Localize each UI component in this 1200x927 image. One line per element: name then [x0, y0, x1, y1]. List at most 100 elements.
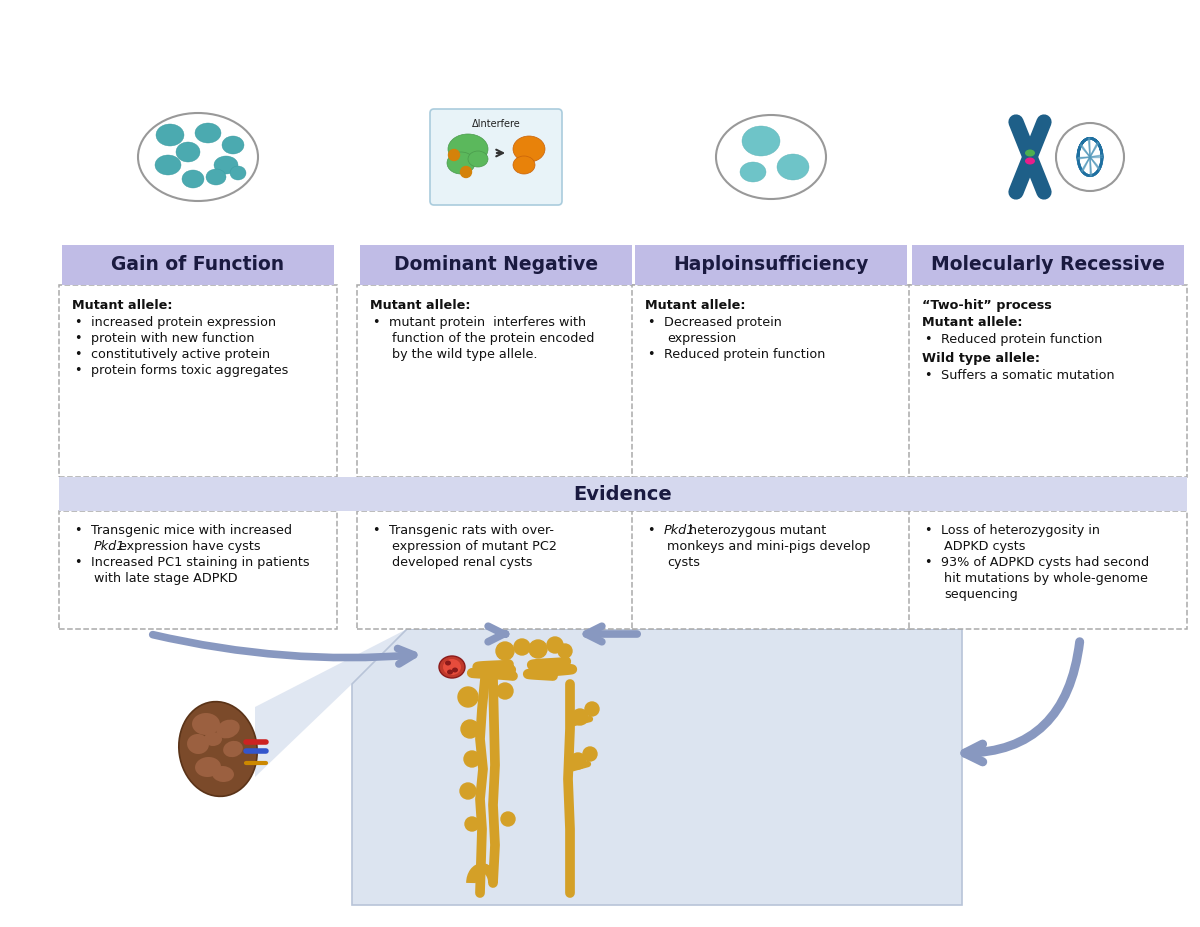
Ellipse shape	[216, 719, 240, 739]
Circle shape	[586, 702, 599, 716]
Text: •: •	[924, 524, 931, 537]
Ellipse shape	[138, 113, 258, 201]
Text: Mutant allele:: Mutant allele:	[72, 299, 173, 312]
Text: •: •	[924, 556, 931, 569]
Ellipse shape	[439, 656, 466, 678]
Text: •: •	[74, 332, 82, 345]
Text: ADPKD cysts: ADPKD cysts	[944, 540, 1026, 553]
FancyBboxPatch shape	[358, 285, 635, 477]
FancyBboxPatch shape	[910, 285, 1187, 477]
Ellipse shape	[182, 170, 204, 188]
Ellipse shape	[443, 659, 461, 675]
Ellipse shape	[446, 669, 454, 675]
Ellipse shape	[223, 741, 242, 757]
Ellipse shape	[514, 156, 535, 174]
Ellipse shape	[187, 734, 209, 754]
Text: •: •	[74, 316, 82, 329]
FancyBboxPatch shape	[59, 511, 337, 629]
Text: •: •	[74, 348, 82, 361]
Text: Evidence: Evidence	[574, 485, 672, 503]
Circle shape	[570, 753, 586, 769]
Ellipse shape	[452, 667, 458, 672]
Text: •: •	[647, 316, 654, 329]
Text: Reduced protein function: Reduced protein function	[941, 333, 1103, 346]
Circle shape	[1056, 123, 1124, 191]
Circle shape	[529, 640, 547, 658]
Circle shape	[497, 683, 514, 699]
Text: Mutant allele:: Mutant allele:	[646, 299, 745, 312]
FancyBboxPatch shape	[430, 109, 562, 205]
Text: •: •	[647, 348, 654, 361]
Text: •: •	[372, 316, 379, 329]
Ellipse shape	[222, 136, 244, 154]
Ellipse shape	[448, 152, 475, 174]
Ellipse shape	[778, 154, 809, 180]
Text: mutant protein  interferes with: mutant protein interferes with	[389, 316, 586, 329]
Ellipse shape	[445, 661, 451, 666]
Polygon shape	[254, 629, 407, 777]
FancyBboxPatch shape	[632, 285, 910, 477]
FancyBboxPatch shape	[358, 511, 635, 629]
Text: 93% of ADPKD cysts had second: 93% of ADPKD cysts had second	[941, 556, 1150, 569]
Ellipse shape	[194, 123, 221, 143]
Circle shape	[449, 149, 460, 160]
Ellipse shape	[196, 757, 221, 777]
Text: protein forms toxic aggregates: protein forms toxic aggregates	[91, 363, 288, 376]
Text: developed renal cysts: developed renal cysts	[392, 556, 533, 569]
Ellipse shape	[212, 766, 234, 782]
Ellipse shape	[206, 169, 226, 185]
Ellipse shape	[740, 162, 766, 182]
Ellipse shape	[448, 134, 488, 164]
Text: protein with new function: protein with new function	[91, 332, 254, 345]
Circle shape	[514, 639, 530, 655]
FancyBboxPatch shape	[62, 245, 334, 285]
Text: constitutively active protein: constitutively active protein	[91, 348, 270, 361]
Ellipse shape	[214, 156, 238, 174]
Circle shape	[496, 642, 514, 660]
Text: cysts: cysts	[667, 556, 700, 569]
Ellipse shape	[742, 126, 780, 156]
Text: Increased PC1 staining in patients: Increased PC1 staining in patients	[91, 556, 310, 569]
FancyBboxPatch shape	[635, 245, 907, 285]
FancyBboxPatch shape	[360, 245, 632, 285]
Circle shape	[460, 783, 476, 799]
Polygon shape	[352, 629, 962, 905]
Ellipse shape	[179, 702, 257, 796]
Text: Molecularly Recessive: Molecularly Recessive	[931, 256, 1165, 274]
Ellipse shape	[1025, 158, 1034, 164]
Text: hit mutations by whole-genome: hit mutations by whole-genome	[944, 572, 1148, 585]
Text: Reduced protein function: Reduced protein function	[664, 348, 826, 361]
Circle shape	[572, 709, 588, 725]
Text: Haploinsufficiency: Haploinsufficiency	[673, 256, 869, 274]
Ellipse shape	[156, 124, 184, 146]
Text: •: •	[372, 524, 379, 537]
Ellipse shape	[192, 713, 220, 735]
Ellipse shape	[716, 115, 826, 199]
FancyBboxPatch shape	[59, 285, 337, 477]
Text: Transgenic mice with increased: Transgenic mice with increased	[91, 524, 292, 537]
Text: Pkd1: Pkd1	[664, 524, 695, 537]
Text: with late stage ADPKD: with late stage ADPKD	[94, 572, 238, 585]
Ellipse shape	[204, 732, 222, 746]
Text: Loss of heterozygosity in: Loss of heterozygosity in	[941, 524, 1100, 537]
Circle shape	[458, 687, 478, 707]
Text: Dominant Negative: Dominant Negative	[394, 256, 598, 274]
FancyBboxPatch shape	[59, 477, 1187, 511]
FancyBboxPatch shape	[910, 511, 1187, 629]
Text: •: •	[924, 333, 931, 346]
Ellipse shape	[514, 136, 545, 162]
Ellipse shape	[230, 166, 246, 180]
Text: Decreased protein: Decreased protein	[664, 316, 782, 329]
Circle shape	[547, 637, 563, 653]
Text: •: •	[74, 556, 82, 569]
Circle shape	[502, 812, 515, 826]
Text: monkeys and mini-pigs develop: monkeys and mini-pigs develop	[667, 540, 870, 553]
Text: Mutant allele:: Mutant allele:	[922, 316, 1022, 329]
Text: •: •	[647, 524, 654, 537]
Text: Suffers a somatic mutation: Suffers a somatic mutation	[941, 369, 1115, 382]
Text: Mutant allele:: Mutant allele:	[370, 299, 470, 312]
Text: expression have cysts: expression have cysts	[115, 540, 260, 553]
Text: Pkd1: Pkd1	[94, 540, 125, 553]
Text: increased protein expression: increased protein expression	[91, 316, 276, 329]
FancyBboxPatch shape	[632, 511, 910, 629]
